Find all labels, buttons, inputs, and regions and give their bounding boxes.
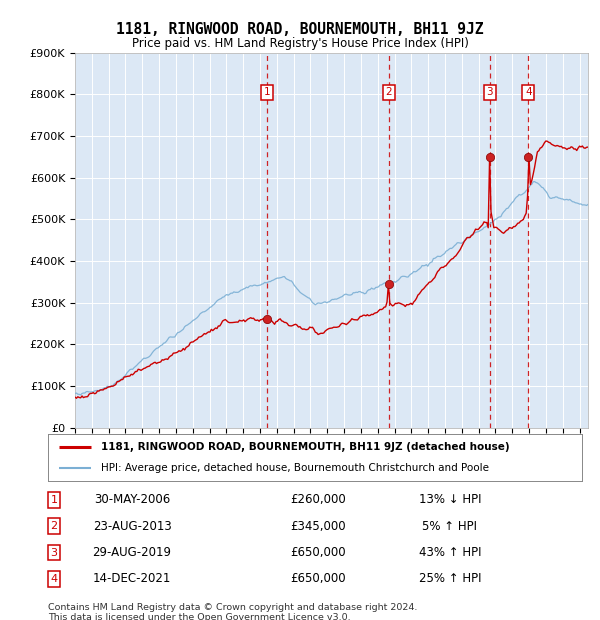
Text: 30-MAY-2006: 30-MAY-2006	[94, 494, 170, 507]
Text: 4: 4	[525, 87, 532, 97]
Text: 23-AUG-2013: 23-AUG-2013	[92, 520, 172, 533]
Text: £345,000: £345,000	[290, 520, 346, 533]
Text: 25% ↑ HPI: 25% ↑ HPI	[419, 572, 481, 585]
Text: £650,000: £650,000	[290, 546, 346, 559]
Text: 2: 2	[50, 521, 58, 531]
Text: 29-AUG-2019: 29-AUG-2019	[92, 546, 172, 559]
Text: Price paid vs. HM Land Registry's House Price Index (HPI): Price paid vs. HM Land Registry's House …	[131, 37, 469, 50]
Text: 14-DEC-2021: 14-DEC-2021	[93, 572, 171, 585]
Text: 1181, RINGWOOD ROAD, BOURNEMOUTH, BH11 9JZ: 1181, RINGWOOD ROAD, BOURNEMOUTH, BH11 9…	[116, 22, 484, 37]
Text: Contains HM Land Registry data © Crown copyright and database right 2024.
This d: Contains HM Land Registry data © Crown c…	[48, 603, 418, 620]
Text: £260,000: £260,000	[290, 494, 346, 507]
Text: 2: 2	[385, 87, 392, 97]
Text: 3: 3	[487, 87, 493, 97]
Text: 13% ↓ HPI: 13% ↓ HPI	[419, 494, 481, 507]
Text: 1: 1	[263, 87, 270, 97]
Text: HPI: Average price, detached house, Bournemouth Christchurch and Poole: HPI: Average price, detached house, Bour…	[101, 463, 490, 473]
Text: 1: 1	[50, 495, 58, 505]
Text: 5% ↑ HPI: 5% ↑ HPI	[422, 520, 478, 533]
Text: £650,000: £650,000	[290, 572, 346, 585]
Text: 4: 4	[50, 574, 58, 584]
Text: 3: 3	[50, 547, 58, 557]
Text: 1181, RINGWOOD ROAD, BOURNEMOUTH, BH11 9JZ (detached house): 1181, RINGWOOD ROAD, BOURNEMOUTH, BH11 9…	[101, 441, 510, 451]
Text: 43% ↑ HPI: 43% ↑ HPI	[419, 546, 481, 559]
